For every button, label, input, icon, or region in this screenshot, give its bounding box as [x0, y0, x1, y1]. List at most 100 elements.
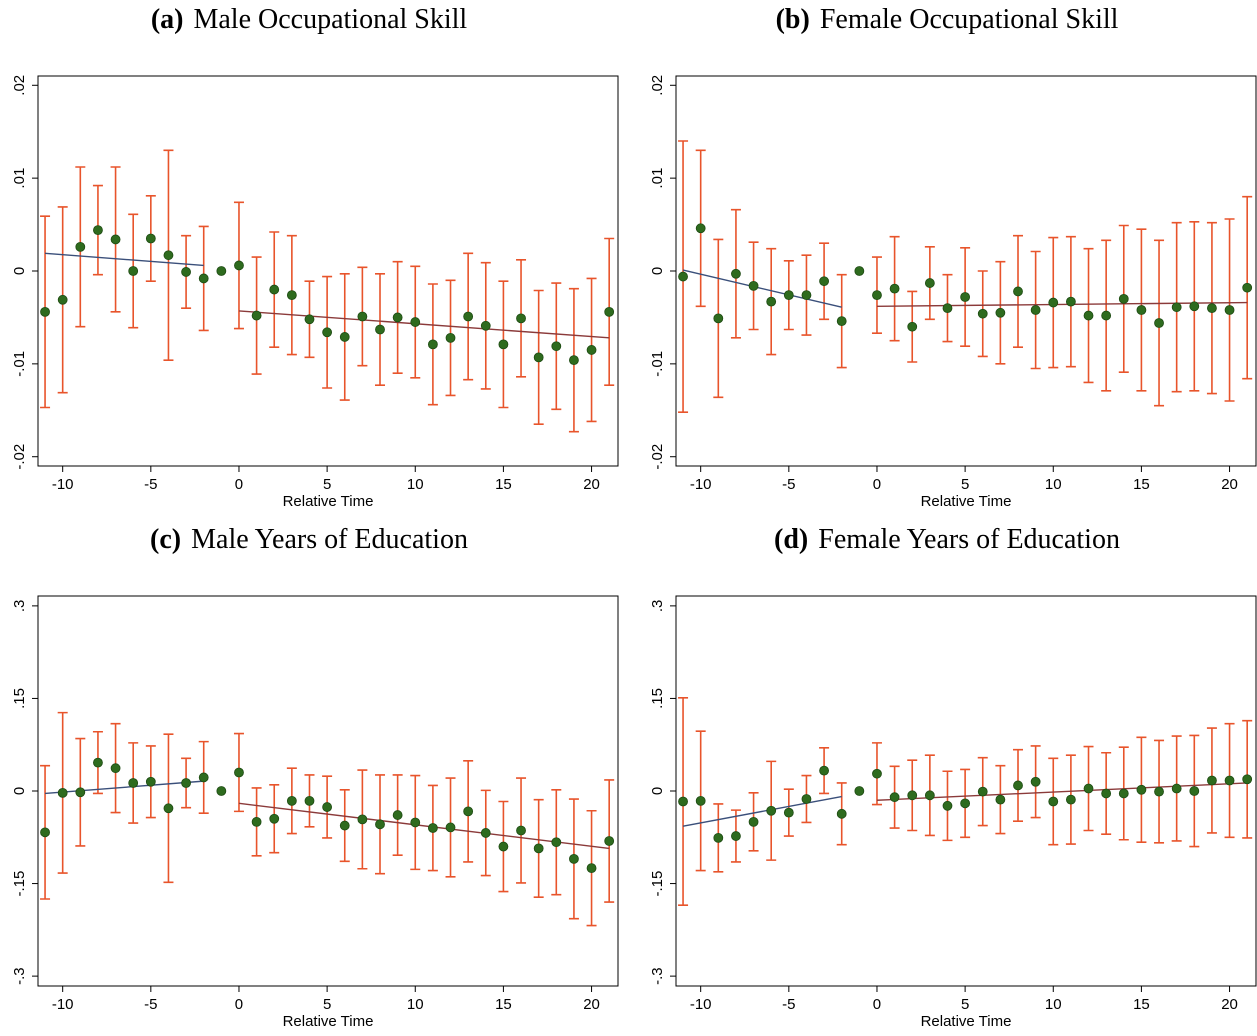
point	[304, 314, 315, 325]
point	[1030, 776, 1041, 787]
point	[181, 778, 191, 788]
point	[819, 765, 829, 776]
point	[533, 843, 544, 854]
plot-frame	[37, 595, 619, 987]
y-tick-label: 0	[649, 787, 666, 795]
point	[269, 813, 280, 824]
point	[748, 280, 759, 291]
point	[586, 863, 597, 874]
point	[713, 313, 724, 324]
point	[551, 341, 562, 352]
x-tick-label: 10	[407, 996, 424, 1013]
point	[1154, 318, 1164, 328]
point	[251, 310, 262, 321]
x-tick-label: -5	[144, 996, 157, 1013]
panel-title: (b) Female Occupational Skill	[776, 4, 1119, 35]
panel: (b) Female Occupational Skill -.02 -.01 0 .01…	[649, 4, 1257, 510]
x-tick-label: 5	[961, 476, 969, 493]
fit-line	[238, 802, 610, 850]
point	[516, 825, 526, 836]
point	[942, 303, 953, 314]
point	[93, 225, 103, 236]
fit-line	[682, 795, 842, 827]
point	[854, 266, 865, 276]
x-tick-label: -10	[52, 476, 74, 493]
point	[286, 290, 297, 301]
point	[286, 795, 297, 806]
point	[1207, 303, 1217, 314]
point	[569, 355, 579, 366]
point	[304, 795, 315, 806]
y-tick-label: .3	[649, 600, 666, 613]
y-tick-label: 0	[649, 267, 666, 275]
x-axis-label: Relative Time	[283, 493, 374, 510]
point	[93, 757, 103, 768]
point	[695, 795, 706, 806]
y-tick-label: -.15	[11, 871, 28, 897]
point	[1013, 286, 1023, 297]
point	[322, 802, 333, 812]
point	[163, 803, 174, 814]
point	[569, 853, 579, 864]
x-axis-label: Relative Time	[921, 1013, 1012, 1030]
point	[604, 306, 615, 317]
point	[1030, 305, 1041, 315]
y-tick-label: -.3	[11, 967, 28, 985]
point	[977, 786, 988, 797]
point	[1013, 780, 1023, 791]
x-tick-label: -5	[782, 476, 795, 493]
point	[181, 267, 191, 277]
point	[1136, 784, 1147, 795]
point	[1224, 305, 1235, 315]
point	[942, 800, 953, 811]
point	[1065, 794, 1076, 805]
point	[480, 828, 491, 838]
point	[1242, 282, 1253, 293]
fit-line	[238, 310, 610, 339]
point	[445, 332, 456, 343]
point	[392, 312, 403, 323]
point	[110, 234, 121, 245]
point	[498, 339, 509, 350]
point	[410, 317, 421, 327]
point	[678, 796, 688, 807]
panel-label: (c)	[150, 524, 181, 555]
point	[783, 807, 794, 818]
point	[889, 283, 900, 294]
point	[1189, 301, 1200, 312]
x-tick-label: -10	[52, 996, 74, 1013]
y-tick-label: 0	[11, 787, 28, 795]
y-tick-label: -.01	[11, 351, 28, 377]
x-tick-label: 5	[323, 476, 331, 493]
x-tick-label: 0	[873, 996, 881, 1013]
point	[1154, 786, 1164, 797]
panel-label: (b)	[776, 4, 810, 35]
point	[198, 772, 209, 783]
point	[516, 313, 526, 324]
point	[731, 831, 741, 841]
y-tick-label: -.3	[649, 967, 666, 985]
y-tick-label: .01	[649, 168, 666, 189]
point	[1171, 302, 1182, 313]
plot-frame	[37, 75, 619, 467]
point	[586, 345, 597, 355]
fit-line	[876, 782, 1248, 801]
point	[1048, 297, 1059, 308]
x-tick-label: -10	[690, 996, 712, 1013]
x-tick-label: 20	[583, 996, 600, 1013]
point	[375, 324, 385, 335]
x-tick-label: 0	[873, 476, 881, 493]
point	[713, 832, 724, 843]
point	[1101, 788, 1112, 799]
fit-line	[44, 780, 204, 795]
point	[551, 837, 562, 848]
point	[1065, 296, 1076, 307]
point	[836, 808, 847, 819]
point	[410, 817, 421, 828]
y-tick-label: .02	[649, 75, 666, 96]
point	[427, 339, 438, 350]
x-axis-label: Relative Time	[283, 1013, 374, 1030]
panel: (a) Male Occupational Skill -.02 -.01 0 .01 .0…	[11, 4, 619, 510]
point	[463, 311, 474, 322]
